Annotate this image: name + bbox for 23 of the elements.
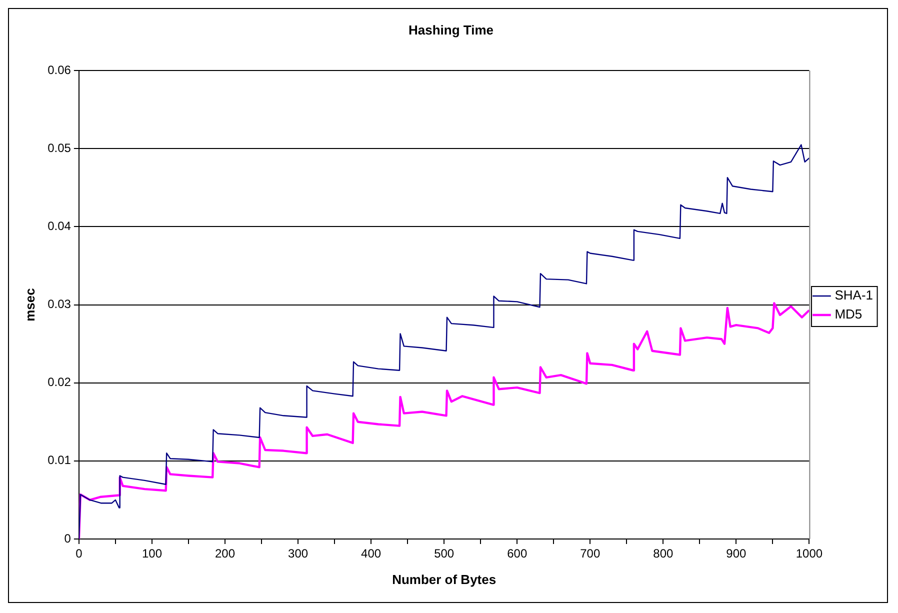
x-tick-label: 400 <box>361 546 382 561</box>
y-tick-label: 0 <box>64 531 72 546</box>
x-tick-label: 500 <box>434 546 454 561</box>
legend-label: SHA-1 <box>834 288 874 303</box>
x-axis-title: Number of Bytes <box>392 572 496 587</box>
x-tick-label: 300 <box>288 546 308 561</box>
x-tick-label: 200 <box>214 546 236 561</box>
x-tick-label: 1000 <box>796 546 823 561</box>
y-tick-label: 0.06 <box>48 62 72 77</box>
y-tick-label: 0.03 <box>48 297 72 312</box>
x-tick-label: 900 <box>726 546 747 561</box>
x-tick-label: 700 <box>580 546 600 561</box>
x-tick-label: 100 <box>142 546 162 561</box>
y-tick-label: 0.04 <box>48 219 72 234</box>
y-axis-title: msec <box>22 288 38 322</box>
y-tick-label: 0.02 <box>48 375 72 390</box>
chart-title: Hashing Time <box>408 22 494 38</box>
x-tick-label: 800 <box>653 546 674 561</box>
y-tick-label: 0.05 <box>48 140 72 155</box>
x-tick-label: 0 <box>76 546 83 561</box>
legend-label: MD5 <box>834 306 862 322</box>
y-tick-label: 0.01 <box>48 453 72 468</box>
x-tick-label: 600 <box>507 546 528 561</box>
